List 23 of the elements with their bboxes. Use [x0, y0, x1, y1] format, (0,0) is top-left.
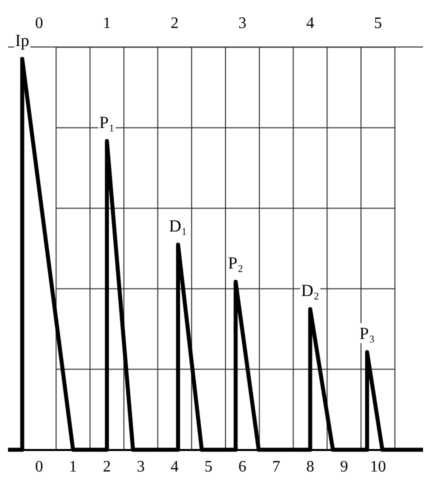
x-tick-label: 5: [204, 458, 213, 476]
x2-tick-label: 1: [102, 14, 111, 32]
annotation: P₃: [359, 324, 375, 344]
x2-tick-label: 2: [170, 14, 179, 32]
annotation: P₂: [228, 254, 244, 273]
annotation: D₁: [168, 216, 188, 236]
annotation: Ip: [15, 30, 30, 50]
x-tick-label: 7: [272, 458, 280, 476]
x-tick-label: 6: [238, 458, 246, 476]
x2-tick-label: 4: [306, 14, 314, 32]
annotation: P₁: [99, 112, 115, 132]
x-tick-label: 3: [136, 458, 145, 476]
x-tick-label: 4: [170, 458, 179, 476]
x-tick-label: 8: [306, 458, 314, 476]
x-tick-label: 1: [69, 458, 78, 476]
x2-tick-label: 5: [374, 14, 382, 32]
x-tick-label: 2: [102, 458, 111, 476]
annotation: D₂: [301, 281, 320, 300]
x2-tick-label: 0: [35, 14, 44, 32]
x-tick-label: 9: [340, 458, 348, 476]
x-tick-label: 0: [35, 458, 44, 476]
x2-tick-label: 3: [238, 14, 246, 32]
x-tick-label: 10: [370, 458, 386, 476]
